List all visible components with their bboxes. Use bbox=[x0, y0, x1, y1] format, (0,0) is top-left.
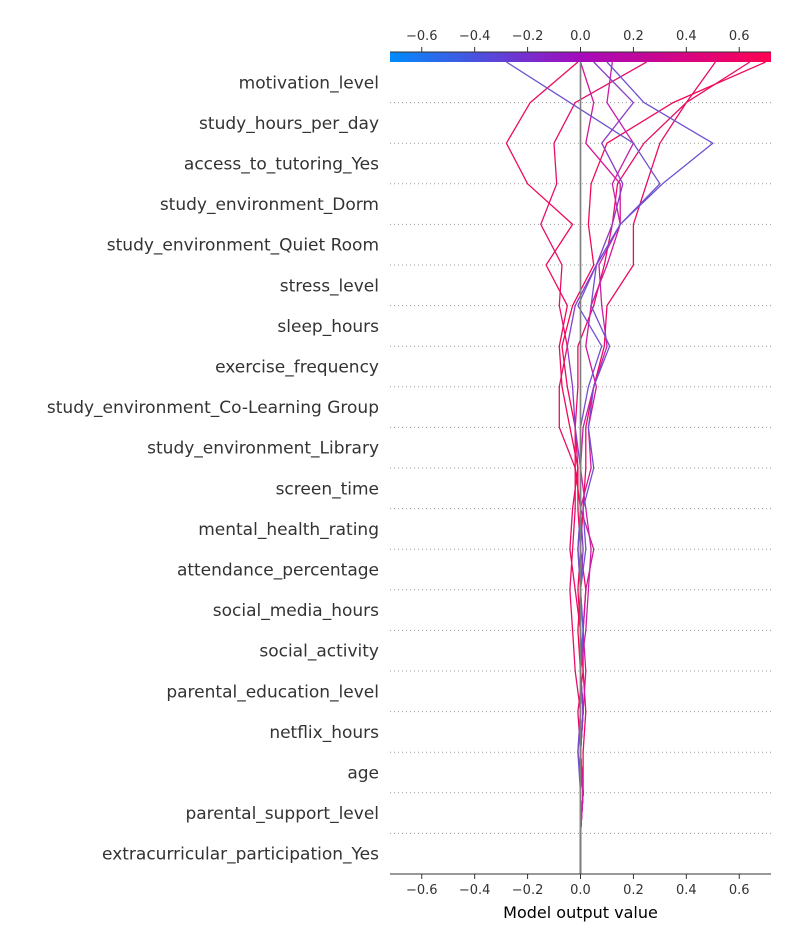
feature-label: screen_time bbox=[276, 479, 379, 499]
tick-label: −0.2 bbox=[512, 883, 544, 898]
tick-label: 0.6 bbox=[729, 29, 750, 44]
feature-label: parental_education_level bbox=[166, 682, 379, 702]
feature-label: social_media_hours bbox=[213, 601, 379, 621]
feature-label: social_activity bbox=[259, 642, 379, 662]
feature-label: exercise_frequency bbox=[215, 358, 379, 378]
colorbar bbox=[390, 52, 771, 62]
decision-line bbox=[561, 61, 766, 874]
feature-label: study_environment_Co-Learning Group bbox=[47, 398, 379, 418]
feature-label: mental_health_rating bbox=[198, 520, 379, 540]
tick-label: −0.6 bbox=[406, 883, 438, 898]
tick-label: −0.6 bbox=[406, 29, 438, 44]
feature-label: parental_support_level bbox=[185, 804, 379, 824]
tick-label: −0.4 bbox=[459, 29, 491, 44]
tick-label: −0.2 bbox=[512, 29, 544, 44]
feature-label: study_hours_per_day bbox=[199, 114, 379, 134]
feature-label: extracurricular_participation_Yes bbox=[102, 845, 379, 865]
feature-labels: motivation_level study_hours_per_dayacces… bbox=[47, 73, 379, 864]
feature-label: study_environment_Quiet Room bbox=[107, 236, 379, 256]
feature-label: study_environment_Library bbox=[147, 439, 379, 459]
tick-label: 0.4 bbox=[676, 883, 697, 898]
decision-line bbox=[566, 61, 635, 874]
feature-label: access_to_tutoring_Yes bbox=[184, 155, 379, 175]
tick-label: 0.2 bbox=[623, 883, 644, 898]
feature-label: stress_level bbox=[280, 276, 379, 296]
feature-label: netflix_hours bbox=[269, 723, 379, 743]
top-axis: −0.6 −0.4 −0.2 0.0 0.2 0.4 0.6 bbox=[390, 29, 771, 53]
feature-label: age bbox=[347, 764, 379, 784]
tick-label: 0.4 bbox=[676, 29, 697, 44]
decision-line bbox=[505, 61, 584, 874]
decision-line bbox=[579, 61, 751, 874]
tick-label: 0.0 bbox=[570, 29, 591, 44]
feature-label: study_environment_Dorm bbox=[160, 195, 379, 215]
tick-label: −0.4 bbox=[459, 883, 491, 898]
tick-label: 0.0 bbox=[570, 883, 591, 898]
feature-label: attendance_percentage bbox=[177, 561, 379, 581]
feature-label: sleep_hours bbox=[277, 317, 379, 337]
bottom-axis: −0.6 −0.4 −0.2 0.0 0.2 0.4 0.6 bbox=[390, 873, 771, 898]
tick-label: 0.6 bbox=[729, 883, 750, 898]
tick-label: 0.2 bbox=[623, 29, 644, 44]
feature-label: motivation_level bbox=[239, 73, 379, 93]
x-axis-title: Model output value bbox=[503, 903, 658, 922]
